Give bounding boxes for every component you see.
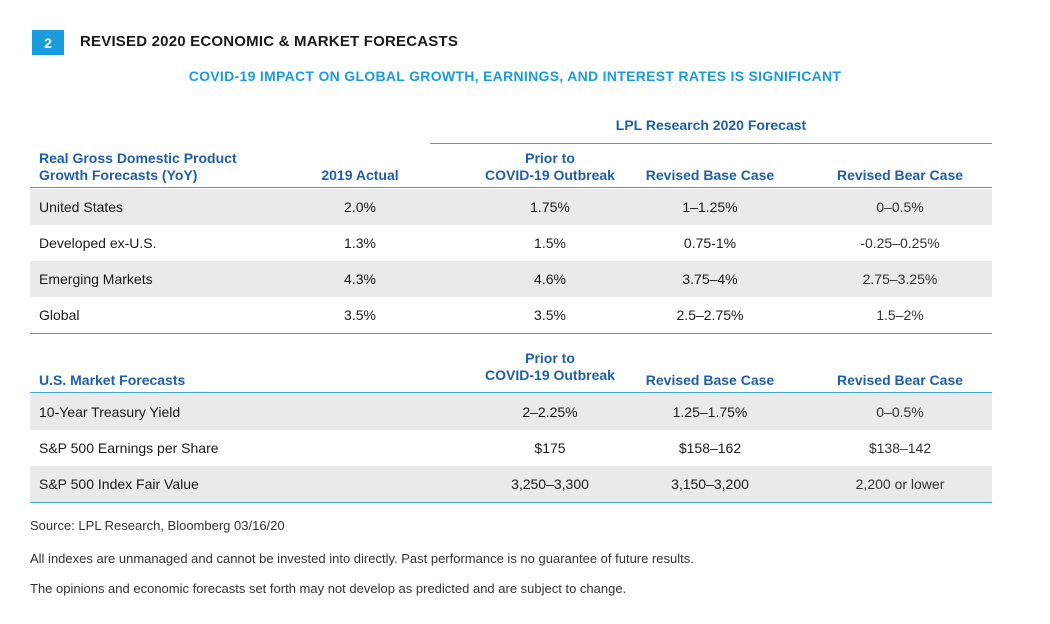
cell-2019-actual: 2.0%	[344, 199, 376, 215]
cell-2019-actual: 1.3%	[344, 235, 376, 251]
cell-prior-forecast: 1.5%	[534, 235, 566, 251]
gdp-header-prior-line1: Prior to	[525, 150, 575, 166]
cell-base-case: 1.25–1.75%	[672, 404, 748, 420]
market-header-label: U.S. Market Forecasts	[39, 372, 186, 388]
table-row: S&P 500 Earnings per Share $175 $158–162 $1…	[30, 430, 992, 466]
gdp-header-prior-line2: COVID-19 Outbreak	[485, 167, 615, 183]
cell-bear-case: 0–0.5%	[876, 199, 924, 215]
market-header-base: Revised Base Case	[645, 372, 775, 388]
gdp-header-label-line2: Growth Forecasts (YoY)	[39, 167, 198, 183]
table-row: S&P 500 Index Fair Value 3,250–3,300 3,150…	[30, 466, 992, 502]
market-bottom-rule	[30, 502, 992, 503]
gdp-header-prior: Prior to COVID-19 Outbreak	[460, 150, 640, 184]
market-header-rule	[30, 392, 992, 393]
market-header-prior-line1: Prior to	[525, 350, 575, 366]
gdp-header-label-line1: Real Gross Domestic Product	[39, 150, 237, 166]
row-label: Global	[39, 307, 80, 323]
cell-base-case: $158–162	[678, 440, 742, 456]
gdp-header-label: Real Gross Domestic Product Growth Forec…	[39, 150, 237, 184]
cell-2019-actual: 4.3%	[344, 271, 376, 287]
source-note: Source: LPL Research, Bloomberg 03/16/20	[30, 518, 285, 533]
cell-bear-case: 2.75–3.25%	[862, 271, 938, 287]
cell-prior-forecast: 1.75%	[530, 199, 570, 215]
cell-base-case: 3.75–4%	[682, 271, 738, 287]
row-label: Emerging Markets	[39, 271, 153, 287]
gdp-header-base: Revised Base Case	[645, 167, 775, 183]
table-row: Emerging Markets 4.3% 4.6% 3.75–4% 2.75–3.25…	[30, 261, 992, 297]
table-row: Developed ex-U.S. 1.3% 1.5% 0.75-1% -0.25–0.…	[30, 225, 992, 261]
cell-base-case: 0.75-1%	[683, 235, 737, 251]
market-header-bear: Revised Bear Case	[836, 372, 964, 388]
market-header-prior-line2: COVID-19 Outbreak	[485, 367, 615, 383]
gdp-header-rule	[30, 187, 992, 188]
gdp-header-actual: 2019 Actual	[321, 167, 399, 183]
table-row: United States 2.0% 1.75% 1–1.25% 0–0.5%	[30, 189, 992, 225]
cell-base-case: 1–1.25%	[682, 199, 738, 215]
row-label: United States	[39, 199, 124, 215]
row-label: Developed ex-U.S.	[39, 235, 157, 251]
disclaimer-2: The opinions and economic forecasts set …	[30, 581, 627, 596]
cell-prior-forecast: 2–2.25%	[522, 404, 578, 420]
cell-base-case: 2.5–2.75%	[676, 307, 744, 323]
row-label: S&P 500 Earnings per Share	[39, 440, 219, 456]
forecast-group-header: LPL Research 2020 Forecast	[430, 117, 992, 144]
table-row: 10-Year Treasury Yield 2–2.25% 1.25–1.75% 0…	[30, 394, 992, 430]
cell-2019-actual: 3.5%	[344, 307, 376, 323]
cell-bear-case: 2,200 or lower	[855, 476, 945, 492]
gdp-bottom-rule	[30, 333, 992, 334]
figure-title: REVISED 2020 ECONOMIC & MARKET FORECASTS	[80, 33, 459, 50]
cell-bear-case: $138–142	[868, 440, 932, 456]
cell-bear-case: 0–0.5%	[876, 404, 924, 420]
market-header-prior: Prior to COVID-19 Outbreak	[460, 350, 640, 384]
disclaimer-1: All indexes are unmanaged and cannot be …	[30, 551, 694, 566]
figure-subtitle: COVID-19 IMPACT ON GLOBAL GROWTH, EARNIN…	[188, 68, 842, 84]
figure-number-badge: 2	[32, 30, 64, 55]
cell-prior-forecast: 4.6%	[534, 271, 566, 287]
cell-prior-forecast: 3.5%	[534, 307, 566, 323]
row-label: S&P 500 Index Fair Value	[39, 476, 199, 492]
row-label: 10-Year Treasury Yield	[39, 404, 181, 420]
cell-bear-case: -0.25–0.25%	[860, 235, 940, 251]
cell-bear-case: 1.5–2%	[876, 307, 924, 323]
table-row: Global 3.5% 3.5% 2.5–2.75% 1.5–2%	[30, 297, 992, 333]
cell-prior-forecast: 3,250–3,300	[511, 476, 589, 492]
gdp-header-bear: Revised Bear Case	[836, 167, 964, 183]
cell-prior-forecast: $175	[534, 440, 566, 456]
cell-base-case: 3,150–3,200	[671, 476, 749, 492]
